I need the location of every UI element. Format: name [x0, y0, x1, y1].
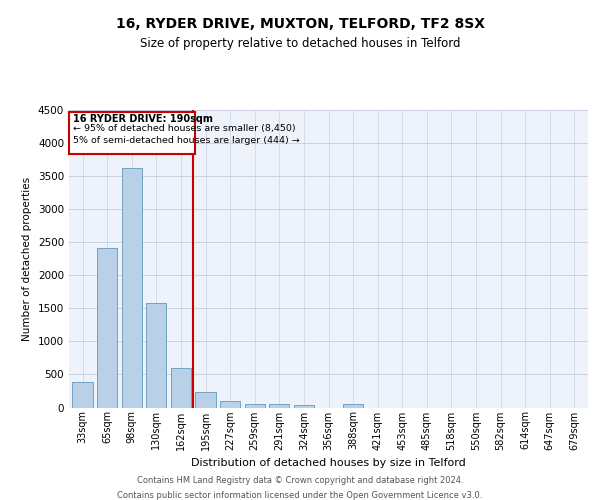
Text: 5% of semi-detached houses are larger (444) →: 5% of semi-detached houses are larger (4…: [73, 136, 299, 145]
Bar: [343, 404, 363, 407]
Bar: [220, 400, 240, 407]
Text: 16, RYDER DRIVE, MUXTON, TELFORD, TF2 8SX: 16, RYDER DRIVE, MUXTON, TELFORD, TF2 8S…: [115, 18, 485, 32]
Y-axis label: Number of detached properties: Number of detached properties: [22, 176, 32, 341]
Text: 16 RYDER DRIVE: 190sqm: 16 RYDER DRIVE: 190sqm: [73, 114, 212, 124]
Text: Size of property relative to detached houses in Telford: Size of property relative to detached ho…: [140, 38, 460, 51]
Bar: [97, 248, 117, 408]
Bar: [269, 404, 289, 407]
Bar: [245, 404, 265, 407]
Bar: [294, 405, 314, 407]
Bar: [146, 303, 166, 408]
Bar: [171, 368, 191, 408]
Text: Contains public sector information licensed under the Open Government Licence v3: Contains public sector information licen…: [118, 491, 482, 500]
Bar: [73, 382, 92, 407]
Text: ← 95% of detached houses are smaller (8,450): ← 95% of detached houses are smaller (8,…: [73, 124, 295, 133]
FancyBboxPatch shape: [69, 112, 195, 154]
Bar: [122, 168, 142, 408]
Bar: [196, 392, 215, 407]
X-axis label: Distribution of detached houses by size in Telford: Distribution of detached houses by size …: [191, 458, 466, 468]
Text: Contains HM Land Registry data © Crown copyright and database right 2024.: Contains HM Land Registry data © Crown c…: [137, 476, 463, 485]
